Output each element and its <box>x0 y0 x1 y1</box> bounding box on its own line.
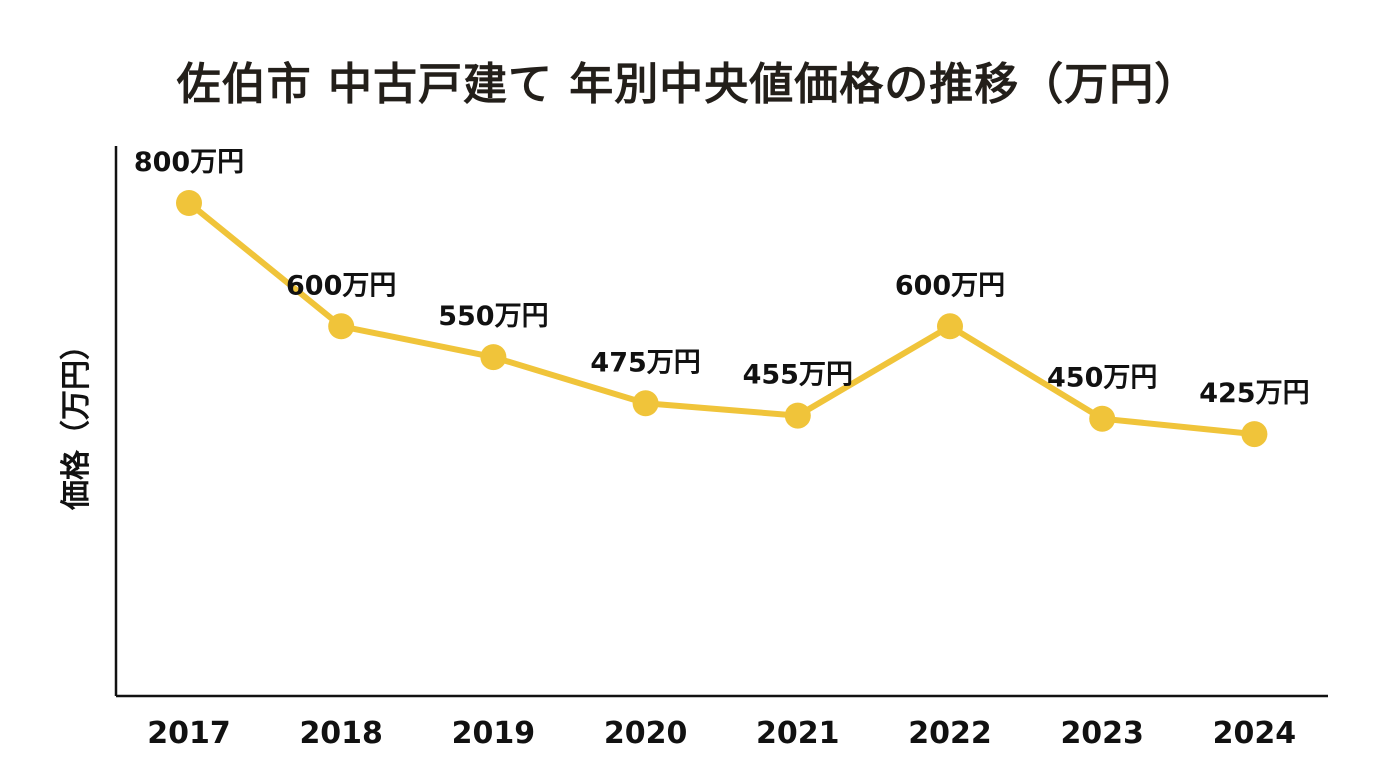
data-label: 425万円 <box>1199 378 1309 409</box>
data-label: 800万円 <box>134 147 244 178</box>
x-tick-label: 2019 <box>452 716 536 751</box>
data-point <box>1241 421 1268 448</box>
series-line <box>186 200 1258 438</box>
x-tick-label: 2018 <box>299 716 383 751</box>
data-point <box>632 390 659 417</box>
series-layer: 800万円 600万円 550万円 475万円 455万円 600万円 450万円 425万円 <box>134 147 1310 448</box>
x-tick-label: 2017 <box>147 716 231 751</box>
data-label: 475万円 <box>590 347 700 378</box>
data-point <box>328 313 355 340</box>
x-tick-label: 2023 <box>1060 716 1144 751</box>
data-point <box>784 402 811 429</box>
x-tick-label: 2020 <box>604 716 688 751</box>
data-point <box>176 190 202 216</box>
data-label: 455万円 <box>743 360 853 391</box>
data-point <box>937 313 963 340</box>
data-point <box>1089 405 1116 432</box>
x-tick-label: 2021 <box>756 716 840 751</box>
data-label: 550万円 <box>438 301 548 332</box>
data-label: 600万円 <box>286 270 396 301</box>
data-point <box>480 344 507 371</box>
x-tick-label: 2022 <box>908 716 992 751</box>
x-tick-layer: 2017 2018 2019 2020 2021 2022 2023 2024 <box>147 716 1296 751</box>
data-label: 450万円 <box>1047 363 1157 394</box>
y-axis-label: 価格（万円） <box>59 330 94 511</box>
x-tick-label: 2024 <box>1213 716 1297 751</box>
chart-title: 佐伯市 中古戸建て 年別中央値価格の推移（万円） <box>176 59 1200 110</box>
data-label: 600万円 <box>895 270 1005 301</box>
